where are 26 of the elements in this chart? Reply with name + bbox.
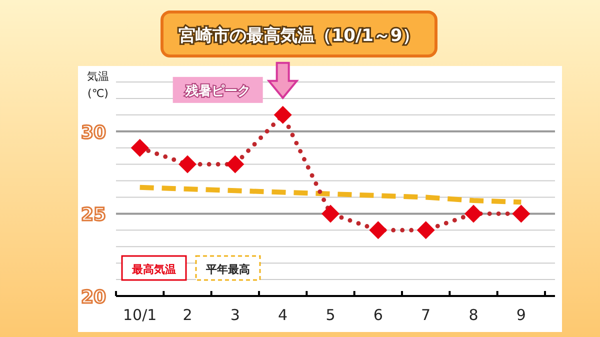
text: 平年最高 <box>205 263 250 276</box>
point <box>274 106 292 124</box>
x-tick-label: 9 <box>516 306 526 324</box>
point <box>130 138 149 157</box>
y-tick-label: 20 <box>80 287 106 308</box>
point <box>464 204 482 223</box>
chart-title: 宮崎市の最高気温（10/1～9） <box>178 26 420 46</box>
point <box>416 221 435 240</box>
y-axis-title: 気温 (℃) <box>87 70 109 100</box>
x-tick-label: 4 <box>278 306 288 324</box>
point <box>322 204 340 223</box>
x-tick-label: 7 <box>421 306 431 324</box>
y-tick-label: 25 <box>80 204 106 226</box>
x-tick-label: 2 <box>182 306 192 324</box>
x-tick-label: 5 <box>326 306 336 324</box>
text: 最高気温 <box>131 263 176 276</box>
annotation: 残暑ピーク <box>184 84 250 99</box>
x-tick-label: 8 <box>468 306 478 324</box>
y-tick-label: 30 <box>80 122 106 144</box>
point <box>178 155 196 174</box>
x-tick-label: 10/1 <box>122 306 157 324</box>
x-tick-label: 3 <box>230 306 240 324</box>
point <box>226 155 244 174</box>
point <box>512 204 530 223</box>
x-tick-label: 6 <box>373 306 383 324</box>
point <box>369 221 388 240</box>
